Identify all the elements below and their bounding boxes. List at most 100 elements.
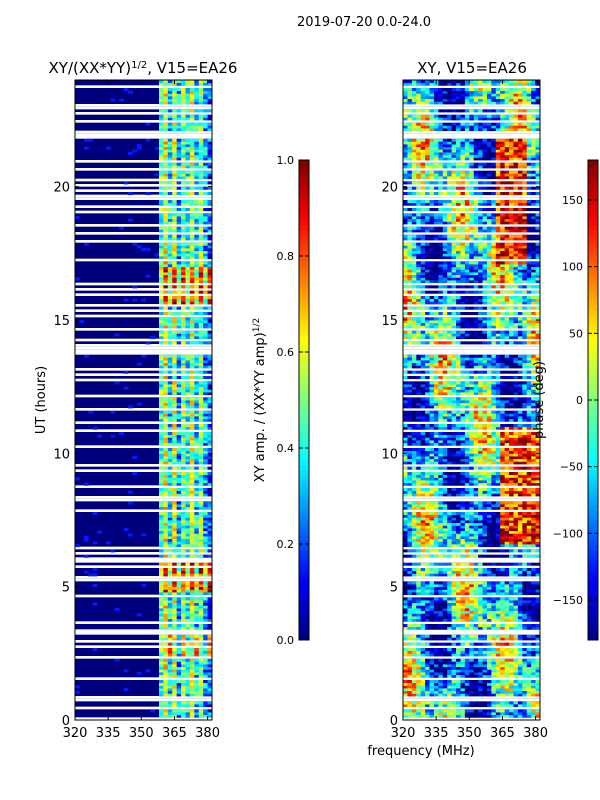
phase-cell <box>411 472 417 476</box>
phase-cell <box>442 589 448 593</box>
amp-cell <box>167 432 173 436</box>
phase-cell <box>451 658 457 662</box>
phase-cell <box>403 597 408 601</box>
amp-cell <box>185 410 191 414</box>
phase-cell <box>433 466 439 470</box>
amp-cell <box>158 181 164 185</box>
amp-cell <box>198 269 204 273</box>
phase-cell <box>438 536 444 540</box>
amp-cell <box>181 312 186 316</box>
phase-cell <box>416 482 422 486</box>
amp-cell <box>158 506 164 510</box>
phase-cell <box>451 440 457 444</box>
amp-cell <box>128 152 133 156</box>
phase-cell <box>473 453 479 457</box>
amp-cell <box>167 680 173 684</box>
amp-cell <box>189 453 195 457</box>
phase-cell <box>482 520 488 524</box>
amp-cell <box>189 384 195 388</box>
phase-cell <box>411 693 417 697</box>
phase-cell <box>535 608 541 612</box>
phase-cell <box>411 626 417 630</box>
phase-cell <box>464 442 470 446</box>
phase-cell <box>486 488 492 492</box>
phase-cell <box>420 712 426 716</box>
phase-cell <box>425 461 430 465</box>
amp-cell <box>185 200 191 204</box>
phase-cell <box>486 530 492 534</box>
amp-cell <box>172 384 178 388</box>
amp-cell <box>194 637 200 641</box>
phase-cell <box>495 589 501 593</box>
phase-cell <box>425 626 430 630</box>
phase-cell <box>451 466 457 470</box>
phase-cell <box>464 488 470 492</box>
phase-cell <box>425 490 430 494</box>
phase-cell <box>438 653 444 657</box>
amp-cell <box>194 301 200 305</box>
phase-cell <box>433 626 439 630</box>
phase-cell <box>491 426 497 430</box>
phase-cell <box>438 600 444 604</box>
phase-cell <box>411 661 417 665</box>
phase-cell <box>500 466 506 470</box>
amp-cell <box>167 458 173 462</box>
amp-cell <box>176 256 182 260</box>
phase-cell <box>442 437 448 441</box>
phase-cell <box>504 685 510 689</box>
phase-cell <box>531 669 536 673</box>
amp-cell <box>203 226 208 230</box>
amp-cell <box>185 490 191 494</box>
phase-cell <box>504 613 510 617</box>
phase-cell <box>416 613 422 617</box>
x-tick-label: 320 <box>63 726 88 741</box>
amp-cell <box>194 320 200 324</box>
amp-cell <box>176 250 182 254</box>
phase-cell <box>500 634 506 638</box>
phase-cell <box>517 440 523 444</box>
amp-cell <box>198 541 204 545</box>
phase-cell <box>433 525 439 529</box>
amp-cell <box>163 266 169 270</box>
amp-cell <box>207 466 213 470</box>
phase-cell <box>456 682 461 686</box>
amp-cell <box>163 365 169 369</box>
phase-cell <box>425 488 430 492</box>
phase-cell <box>433 474 439 478</box>
phase-cell <box>517 693 523 697</box>
phase-cell <box>429 597 435 601</box>
phase-cell <box>456 618 461 622</box>
phase-cell <box>416 474 422 478</box>
amp-cell <box>181 533 186 537</box>
amp-cell <box>203 157 208 161</box>
phase-cell <box>420 624 426 628</box>
phase-cell <box>460 474 466 478</box>
phase-cell <box>451 506 457 510</box>
phase-cell <box>517 610 523 614</box>
amp-cell <box>185 482 191 486</box>
amp-cell <box>198 296 204 300</box>
phase-cell <box>531 637 536 641</box>
phase-cell <box>433 650 439 654</box>
phase-cell <box>411 480 417 484</box>
phase-cell <box>403 453 408 457</box>
phase-cell <box>526 581 532 585</box>
amp-cell <box>163 397 169 401</box>
amp-cell <box>181 264 186 268</box>
amp-cell <box>198 144 204 148</box>
amp-cell <box>203 200 208 204</box>
phase-cell <box>447 450 453 454</box>
phase-cell <box>522 549 528 553</box>
phase-cell <box>438 549 444 553</box>
phase-cell <box>460 682 466 686</box>
amp-cell <box>176 381 182 385</box>
phase-cell <box>486 458 492 462</box>
amp-cell <box>167 312 173 316</box>
amp-cell <box>172 312 178 316</box>
phase-cell <box>513 466 519 470</box>
amp-cell <box>189 688 195 692</box>
phase-cell <box>403 618 408 622</box>
phase-cell <box>456 661 461 665</box>
amp-cell <box>189 669 195 673</box>
phase-cell <box>407 714 413 718</box>
